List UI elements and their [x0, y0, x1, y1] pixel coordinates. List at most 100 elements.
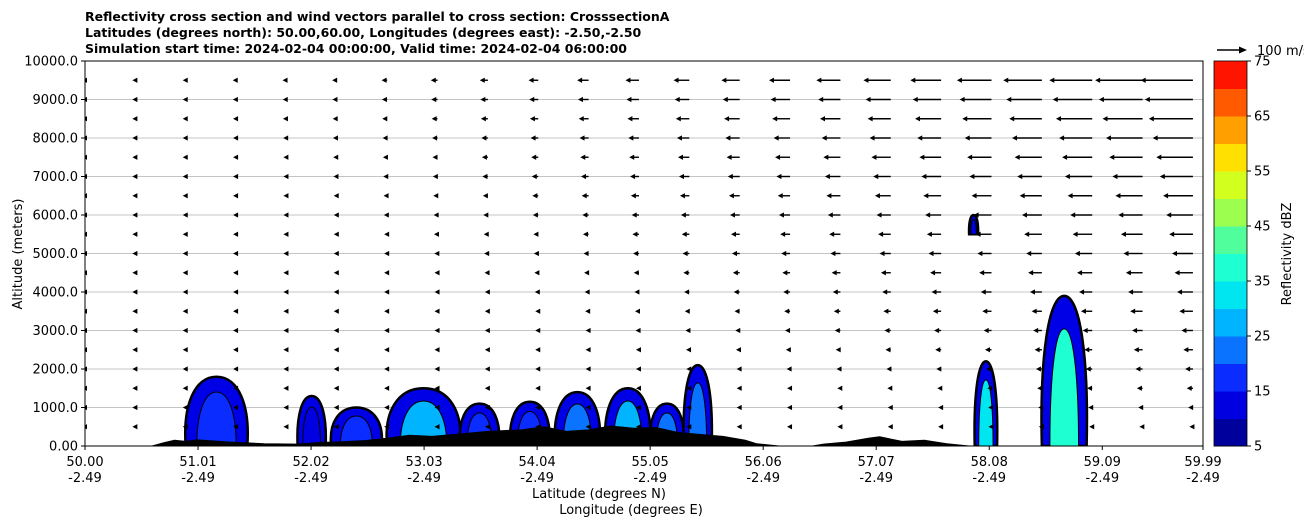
wind-vector-head: [834, 327, 840, 334]
wind-vector: [482, 193, 488, 199]
wind-vector: [1088, 404, 1094, 411]
wind-vector-head: [577, 96, 583, 103]
wind-vector-head: [673, 77, 679, 83]
wind-vector: [1159, 173, 1193, 180]
wind-vector-head: [584, 289, 590, 295]
wind-vector-head: [282, 77, 288, 83]
wind-vector: [1077, 270, 1093, 276]
colorbar-segment: [1214, 226, 1247, 254]
wind-vector: [686, 424, 692, 430]
wind-vector-head: [1038, 404, 1044, 411]
wind-vector-head: [634, 308, 640, 314]
wind-vector: [935, 347, 942, 353]
y-tick-label: 5000.0: [33, 247, 79, 262]
wind-vector: [826, 193, 841, 199]
wind-vector-head: [679, 173, 685, 180]
wind-vector: [631, 212, 639, 218]
wind-vector-head: [1037, 385, 1043, 391]
colorbar-segment: [1214, 418, 1247, 447]
wind-vector: [627, 116, 639, 122]
wind-vector-head: [931, 289, 937, 295]
wind-vector: [384, 289, 390, 295]
wind-vector: [635, 404, 641, 411]
wind-vector-head: [384, 404, 390, 411]
wind-vector-head: [383, 173, 389, 180]
wind-vector-head: [283, 385, 289, 391]
wind-vector: [1080, 308, 1093, 314]
wind-vector-head: [1189, 424, 1195, 430]
wind-vector-head: [681, 231, 687, 237]
x-tick-label-longitude: -2.49: [859, 471, 893, 486]
wind-vector: [1031, 308, 1042, 314]
wind-vector: [535, 404, 541, 411]
wind-vector-head: [434, 289, 440, 295]
wind-vector-head: [678, 154, 684, 160]
wind-vector: [887, 404, 893, 411]
wind-vector-head: [1144, 96, 1150, 103]
wind-vector: [673, 77, 690, 83]
wind-vector-head: [726, 154, 732, 160]
wind-vector: [233, 289, 239, 295]
wind-vector-head: [535, 424, 541, 430]
wind-vector: [1049, 77, 1093, 83]
wind-vector-head: [282, 116, 288, 122]
colorbar-segment: [1214, 391, 1247, 419]
wind-vector-head: [132, 424, 138, 430]
wind-vector: [686, 347, 692, 353]
wind-vector-head: [381, 77, 387, 83]
wind-vector: [834, 327, 841, 334]
x-tick-label-latitude: 52.02: [292, 455, 329, 470]
wind-vector: [384, 270, 390, 276]
wind-vector: [910, 77, 942, 83]
wind-vector-head: [484, 289, 490, 295]
wind-vector-head: [816, 77, 822, 83]
wind-vector-head: [333, 231, 339, 237]
wind-vector: [333, 250, 339, 257]
wind-vector: [869, 135, 891, 141]
wind-vector-head: [915, 116, 921, 122]
wind-vector: [912, 96, 942, 103]
reflectivity-cells: [184, 213, 1089, 446]
reflectivity-core: [970, 218, 977, 235]
wind-vector: [384, 308, 390, 314]
colorbar-tick-label: 65: [1254, 110, 1271, 125]
wind-vector: [333, 173, 339, 180]
wind-vector: [283, 250, 289, 257]
wind-vector-head: [483, 212, 489, 218]
wind-vector: [887, 385, 893, 391]
wind-vector-head: [635, 347, 641, 353]
wind-vector-head: [867, 116, 873, 122]
wind-vector: [381, 96, 388, 103]
wind-vector: [1033, 327, 1042, 334]
wind-vector-head: [434, 327, 440, 334]
wind-vector: [484, 385, 490, 391]
wind-vector-head: [984, 347, 990, 353]
wind-vector: [921, 173, 942, 180]
wind-vector-head: [585, 308, 591, 314]
wind-vector-head: [874, 193, 880, 199]
wind-vector: [233, 154, 239, 160]
wind-vector: [233, 308, 239, 314]
y-axis-title: Altitude (meters): [11, 199, 26, 310]
wind-vector: [833, 308, 841, 314]
wind-vector-head: [283, 135, 289, 141]
wind-vector-head: [827, 212, 833, 218]
wind-vector: [1021, 212, 1042, 218]
wind-vector: [775, 154, 791, 160]
wind-vector-head: [132, 231, 138, 237]
wind-vector: [283, 404, 289, 411]
wind-vector-head: [283, 173, 289, 180]
wind-vector-head: [925, 212, 931, 218]
wind-vector-head: [932, 308, 938, 314]
wind-vector-head: [432, 173, 438, 180]
wind-vector-head: [775, 154, 781, 160]
wind-vector-head: [780, 231, 786, 237]
wind-vector: [635, 424, 641, 430]
wind-vector-head: [634, 289, 640, 295]
wind-vector: [283, 135, 289, 141]
wind-vector-head: [734, 308, 740, 314]
wind-vector-head: [731, 250, 737, 257]
wind-vector: [1123, 250, 1143, 257]
wind-vector-head: [585, 366, 591, 372]
wind-vector-head: [980, 289, 986, 295]
